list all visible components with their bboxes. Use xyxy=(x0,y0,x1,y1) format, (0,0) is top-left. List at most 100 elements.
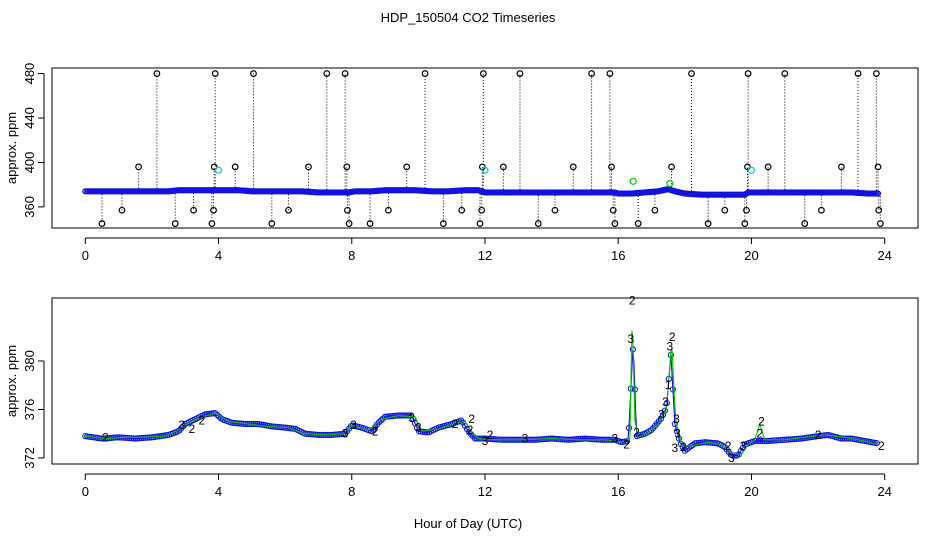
series-point-blue xyxy=(407,412,415,419)
series-marker-label: 2 xyxy=(487,428,494,442)
spike-marker xyxy=(651,206,659,214)
x-tick-label: 24 xyxy=(877,248,891,263)
series-marker-label: 2 xyxy=(189,422,196,436)
spike-marker xyxy=(499,163,507,171)
spike-marker xyxy=(323,70,331,77)
spike-marker xyxy=(611,220,619,227)
x-tick-label: 8 xyxy=(348,484,355,499)
series-marker-label: 2 xyxy=(102,430,109,444)
series-point-blue xyxy=(254,420,261,428)
series-point-blue xyxy=(769,437,776,444)
cyan-marker xyxy=(481,166,489,174)
y-tick-label: 400 xyxy=(22,152,37,174)
series-marker-label: 2 xyxy=(815,428,822,442)
spike-marker xyxy=(534,220,542,227)
spike-marker xyxy=(837,163,845,171)
spike-marker xyxy=(476,220,484,227)
series-marker-label: 3 xyxy=(673,412,680,426)
series-marker-label: 3 xyxy=(415,421,422,435)
chart-title: HDP_150504 CO2 Timeseries xyxy=(381,10,556,25)
spike-marker xyxy=(874,163,882,171)
spike-marker xyxy=(190,206,197,214)
spike-marker xyxy=(668,163,675,171)
spike-marker xyxy=(98,220,106,227)
series-point-blue xyxy=(757,437,764,445)
raw-point xyxy=(874,190,882,197)
series-point-blue xyxy=(214,411,221,419)
spike-marker xyxy=(744,70,752,77)
spike-marker xyxy=(551,206,559,214)
series-point-blue xyxy=(375,419,383,426)
spike-marker xyxy=(781,70,789,77)
y-tick-label: 440 xyxy=(22,107,37,129)
spike-marker xyxy=(875,206,883,214)
top-y-axis-label: approx. ppm xyxy=(4,112,19,184)
series-point-blue xyxy=(377,417,385,424)
series-point-blue xyxy=(755,437,762,445)
series-point-blue xyxy=(669,386,676,393)
x-tick-label: 0 xyxy=(82,484,89,499)
series-marker-label: 3 xyxy=(667,339,674,353)
spike-marker xyxy=(250,70,257,77)
series-marker-label: 2 xyxy=(623,438,630,452)
series-marker-label: 3 xyxy=(342,427,349,441)
series-point-blue xyxy=(577,435,585,442)
series-marker-label: 3 xyxy=(658,407,665,421)
spike-marker xyxy=(516,70,524,77)
spike-marker xyxy=(721,206,729,214)
series-marker-label: 3 xyxy=(522,432,529,446)
series-point-blue xyxy=(405,412,413,419)
series-point-blue xyxy=(625,424,632,431)
series-marker-label: 2 xyxy=(758,415,765,429)
series-marker-label: 1 xyxy=(665,378,672,392)
series-point-blue xyxy=(763,437,770,445)
x-tick-label: 12 xyxy=(478,248,492,263)
top-data-marks xyxy=(82,70,884,227)
spike-marker xyxy=(872,70,880,77)
spike-marker xyxy=(608,163,615,171)
series-marker-label: 3 xyxy=(672,441,679,455)
spike-marker xyxy=(211,70,219,77)
series-point-blue xyxy=(731,452,738,459)
series-point-blue xyxy=(585,435,593,442)
y-tick-label: 360 xyxy=(22,196,37,218)
series-point-blue xyxy=(609,436,617,443)
series-point-blue xyxy=(631,386,638,393)
series-point-blue xyxy=(423,429,431,436)
series-point-blue xyxy=(457,417,465,424)
y-tick-label: 376 xyxy=(22,399,37,421)
series-point-blue xyxy=(212,410,219,417)
spike-marker xyxy=(305,163,312,171)
x-tick-label: 16 xyxy=(611,248,625,263)
spike-marker xyxy=(210,206,217,214)
spike-marker xyxy=(801,220,809,227)
bottom-plot-frame xyxy=(51,297,919,465)
spike-marker xyxy=(741,220,749,227)
series-marker-label: 3 xyxy=(179,418,186,432)
x-tick-label: 0 xyxy=(82,248,89,263)
top-plot-frame xyxy=(51,67,919,229)
series-point-blue xyxy=(767,437,774,444)
series-marker-label: 3 xyxy=(740,439,747,453)
series-point-blue xyxy=(140,434,147,442)
green-marker xyxy=(629,177,637,185)
series-point-blue xyxy=(124,434,131,442)
green-marker xyxy=(666,179,674,188)
spike-marker xyxy=(421,70,429,77)
series-marker-label: 2 xyxy=(878,439,885,453)
spike-marker xyxy=(210,163,218,171)
x-tick-label: 4 xyxy=(215,248,222,263)
spike-marker xyxy=(135,163,143,171)
x-tick-label: 12 xyxy=(478,484,492,499)
series-point-blue xyxy=(771,437,778,444)
series-point-blue xyxy=(765,437,772,445)
cyan-marker xyxy=(214,166,223,174)
x-axis-label: Hour of Day (UTC) xyxy=(414,516,522,531)
x-tick-label: 8 xyxy=(348,248,355,263)
spike-marker xyxy=(606,70,614,77)
spike-marker xyxy=(704,220,712,227)
y-tick-label: 372 xyxy=(22,447,37,469)
